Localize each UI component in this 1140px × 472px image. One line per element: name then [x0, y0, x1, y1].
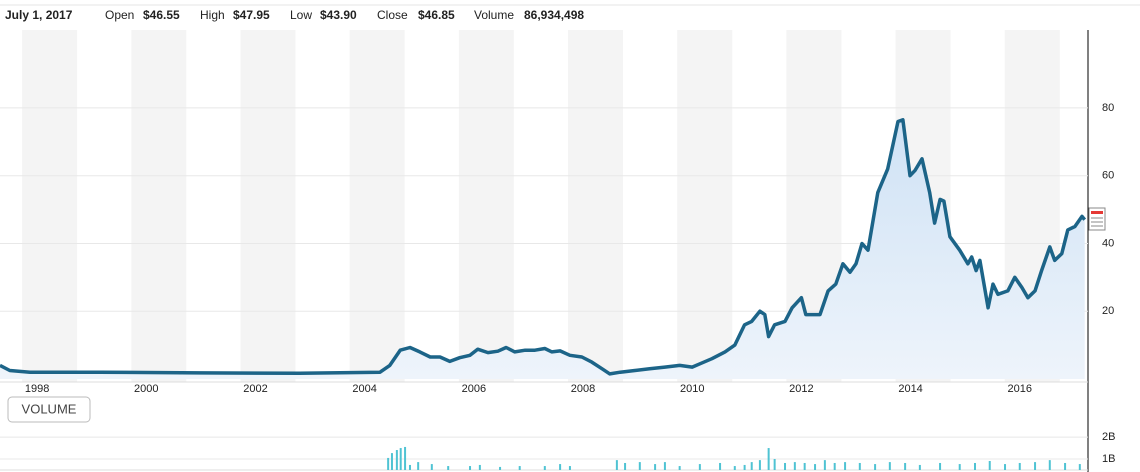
volume-bar — [888, 462, 891, 470]
volume-bar — [958, 464, 961, 470]
x-tick-label: 2000 — [134, 383, 158, 395]
price-marker — [1088, 207, 1106, 231]
field-label: Close — [377, 8, 408, 22]
volume-bar — [793, 462, 796, 470]
x-tick-label: 2016 — [1008, 383, 1032, 395]
volume-button[interactable] — [7, 396, 91, 423]
y-tick-label: 60 — [1102, 170, 1114, 182]
volume-bar — [750, 462, 753, 470]
y-tick-label: 20 — [1102, 305, 1114, 317]
volume-bar — [568, 466, 571, 470]
volume-bar — [874, 464, 877, 470]
x-tick-label: 2006 — [462, 383, 486, 395]
volume-bar — [543, 466, 546, 470]
year-band — [677, 30, 733, 382]
field-value: $46.55 — [143, 8, 180, 22]
volume-bar — [408, 464, 411, 470]
marker-bar — [1091, 211, 1103, 214]
volume-bar — [844, 462, 847, 470]
y-tick-label: 2B — [1102, 431, 1115, 443]
volume-bar — [638, 462, 641, 470]
volume-bar — [395, 450, 398, 470]
x-tick-label: 2014 — [898, 383, 922, 395]
date: July 1, 2017 — [5, 8, 73, 22]
volume-title: VOLUME — [22, 401, 77, 416]
x-tick-label: 1998 — [25, 383, 49, 395]
volume-bar — [654, 464, 657, 470]
volume-bar — [939, 462, 942, 470]
volume-bar — [904, 462, 907, 470]
volume-bar — [803, 462, 806, 470]
volume-bar — [833, 462, 836, 470]
field-label: Volume — [474, 8, 514, 22]
volume-bar — [758, 460, 761, 470]
x-tick-label: 2002 — [243, 383, 267, 395]
volume-bar — [858, 462, 861, 470]
volume-bar — [399, 448, 402, 470]
volume-bar — [1064, 462, 1067, 470]
price-area — [0, 119, 1085, 380]
volume-bar — [559, 464, 562, 470]
volume-bar — [387, 457, 390, 470]
volume-bar — [624, 462, 627, 470]
x-tick-label: 2008 — [571, 383, 595, 395]
volume-bar — [430, 464, 433, 470]
volume-bar — [743, 464, 746, 470]
volume-bar — [390, 453, 393, 470]
price-line — [0, 118, 1087, 376]
volume-bar — [1034, 462, 1037, 470]
x-tick-label: 2012 — [789, 383, 813, 395]
volume-bar — [823, 460, 826, 470]
volume-bar — [698, 464, 701, 470]
field-label: Low — [290, 8, 312, 22]
year-band — [349, 30, 405, 382]
year-band — [458, 30, 514, 382]
year-band — [240, 30, 296, 382]
volume-bar — [814, 464, 817, 470]
volume-bar — [988, 461, 991, 470]
field-label: High — [200, 8, 225, 22]
x-tick-label: 2010 — [680, 383, 704, 395]
volume-bar — [1004, 464, 1007, 470]
volume-bar — [478, 464, 481, 470]
volume-bar — [767, 448, 770, 470]
volume-bar — [499, 466, 502, 470]
volume-bar — [469, 466, 472, 470]
y-tick-label: 1B — [1102, 453, 1115, 465]
field-value: $47.95 — [233, 8, 270, 22]
year-band — [22, 30, 78, 382]
volume-bar — [417, 462, 420, 470]
field-value: 86,934,498 — [524, 8, 584, 22]
volume-bar — [719, 462, 722, 470]
volume-bar — [615, 460, 618, 470]
volume-bar — [773, 459, 776, 470]
y-tick-label: 80 — [1102, 102, 1114, 114]
volume-bar — [1048, 460, 1051, 470]
volume-bar — [663, 462, 666, 470]
volume-bar — [918, 464, 921, 470]
volume-bar — [447, 466, 450, 470]
volume-bar — [518, 466, 521, 470]
volume-bar — [404, 446, 407, 470]
field-label: Open — [105, 8, 134, 22]
y-tick-label: 40 — [1102, 237, 1114, 249]
volume-bar — [784, 462, 787, 470]
year-band — [568, 30, 624, 382]
volume-bar — [1018, 462, 1021, 470]
field-value: $43.90 — [320, 8, 357, 22]
volume-bar — [1078, 464, 1081, 470]
volume-bar — [973, 462, 976, 470]
year-band — [131, 30, 187, 382]
volume-bar — [733, 466, 736, 470]
volume-bar — [678, 466, 681, 470]
field-value: $46.85 — [418, 8, 455, 22]
x-tick-label: 2004 — [352, 383, 376, 395]
